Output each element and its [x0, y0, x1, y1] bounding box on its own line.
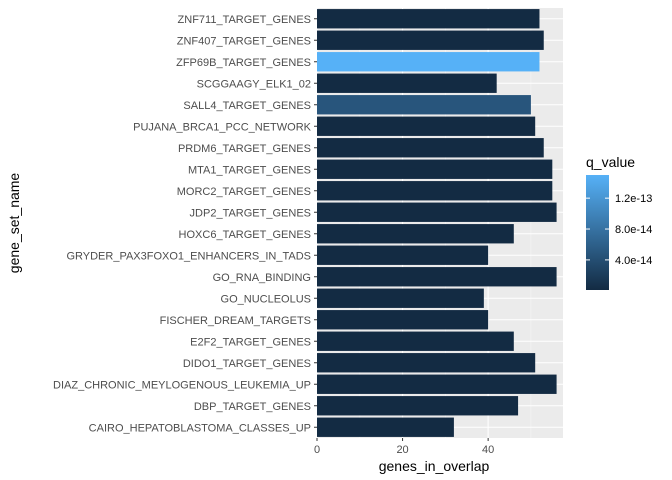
bar [317, 181, 553, 201]
y-axis-title: gene_set_name [6, 173, 22, 274]
bar [317, 202, 557, 222]
y-tick-label: SCGGAAGY_ELK1_02 [197, 78, 311, 90]
y-tick-label: E2F2_TARGET_GENES [190, 336, 311, 348]
bar [317, 331, 514, 351]
x-tick-labels: 0 20 40 [314, 438, 494, 456]
y-tick-label: MTA1_TARGET_GENES [188, 164, 311, 176]
bar [317, 224, 514, 244]
y-tick-labels: ZNF711_TARGET_GENES ZNF407_TARGET_GENES ZF… [53, 14, 317, 434]
bar [317, 116, 536, 136]
y-tick-label: FISCHER_DREAM_TARGETS [160, 315, 311, 327]
bar [317, 310, 489, 330]
bar [317, 396, 519, 416]
bar [317, 9, 540, 29]
y-tick-label: ZNF407_TARGET_GENES [177, 35, 311, 47]
bar [317, 245, 489, 265]
bars [317, 9, 557, 437]
y-tick-label: GO_RNA_BINDING [213, 272, 311, 284]
bar [317, 95, 531, 115]
bar [317, 267, 557, 287]
y-tick-label: HOXC6_TARGET_GENES [179, 229, 311, 241]
legend: q_value 4.0e-14 8.0e-14 1.2e-13 [586, 154, 652, 290]
y-tick-label: PUJANA_BRCA1_PCC_NETWORK [133, 121, 312, 133]
bar [317, 30, 544, 50]
bar [317, 353, 536, 373]
legend-ticks: 4.0e-14 8.0e-14 1.2e-13 [586, 193, 652, 267]
y-tick-label: CAIRO_HEPATOBLASTOMA_CLASSES_UP [89, 422, 311, 434]
bar [317, 374, 557, 394]
y-tick-label: GRYDER_PAX3FOXO1_ENHANCERS_IN_TADS [66, 250, 311, 262]
y-tick-label: DBP_TARGET_GENES [194, 401, 311, 413]
bar [317, 52, 540, 72]
y-tick-label: PRDM6_TARGET_GENES [178, 143, 311, 155]
legend-colorbar [586, 175, 609, 290]
y-tick-label: GO_NUCLEOLUS [221, 293, 311, 305]
y-tick-label: ZNF711_TARGET_GENES [178, 14, 311, 26]
y-tick-label: DIDO1_TARGET_GENES [183, 358, 311, 370]
bar [317, 159, 553, 179]
legend-title: q_value [586, 154, 635, 170]
bar [317, 73, 497, 93]
legend-tick-label: 8.0e-14 [615, 224, 652, 236]
y-tick-label: JDP2_TARGET_GENES [190, 207, 311, 219]
y-tick-label: ZFP69B_TARGET_GENES [176, 57, 311, 69]
plot-panel [317, 8, 563, 438]
y-tick-label: MORC2_TARGET_GENES [177, 186, 311, 198]
x-tick-label: 0 [314, 444, 320, 456]
x-tick-label: 20 [396, 444, 408, 456]
x-axis-title: genes_in_overlap [379, 458, 490, 474]
y-tick-label: SALL4_TARGET_GENES [183, 100, 311, 112]
bar [317, 288, 484, 308]
y-tick-label: DIAZ_CHRONIC_MEYLOGENOUS_LEUKEMIA_UP [53, 379, 311, 391]
legend-tick-label: 4.0e-14 [615, 255, 652, 267]
legend-tick-label: 1.2e-13 [615, 193, 652, 205]
x-tick-label: 40 [482, 444, 494, 456]
bar [317, 417, 454, 437]
bar [317, 138, 544, 158]
